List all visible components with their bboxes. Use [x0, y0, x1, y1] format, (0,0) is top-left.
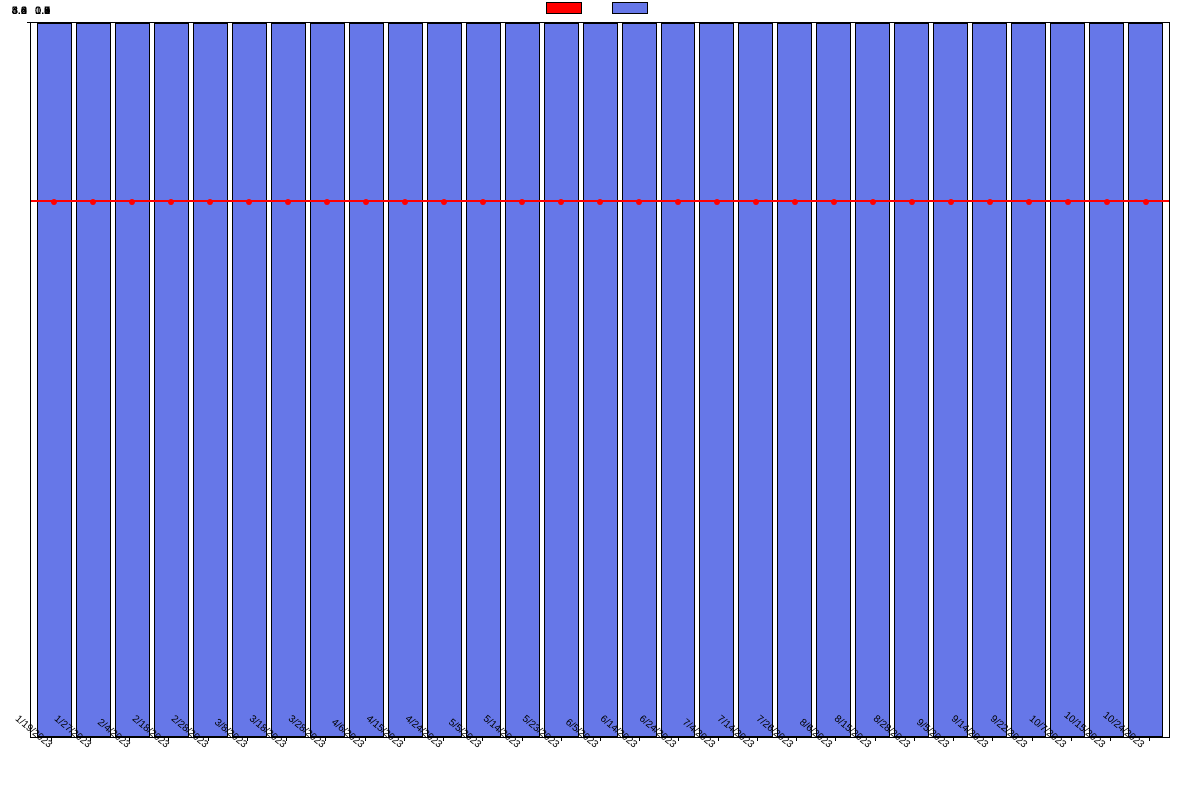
line-marker — [246, 199, 252, 205]
line-marker — [441, 199, 447, 205]
line-marker — [324, 199, 330, 205]
line-marker — [597, 199, 603, 205]
bar — [466, 23, 501, 737]
line-marker — [363, 199, 369, 205]
line-marker — [168, 199, 174, 205]
line-marker — [1065, 199, 1071, 205]
bar — [505, 23, 540, 737]
line-marker — [207, 199, 213, 205]
bar — [388, 23, 423, 737]
bar — [777, 23, 812, 737]
bar — [933, 23, 968, 737]
bar — [271, 23, 306, 737]
y-right-tick-label: 1.0 — [35, 5, 59, 17]
legend-swatch-red — [546, 2, 582, 14]
x-axis-labels: 1/19/20231/27/20232/4/20232/18/20232/28/… — [30, 740, 1170, 800]
line-marker — [90, 199, 96, 205]
line-marker — [753, 199, 759, 205]
bar — [115, 23, 150, 737]
line-marker — [51, 199, 57, 205]
legend — [0, 2, 1200, 14]
line-marker — [792, 199, 798, 205]
line-marker — [285, 199, 291, 205]
bar — [37, 23, 72, 737]
bar — [544, 23, 579, 737]
bar — [699, 23, 734, 737]
bar — [855, 23, 890, 737]
bar — [310, 23, 345, 737]
plot-area: 3.03.23.43.63.84.04.24.44.64.85.0 0.00.1… — [30, 22, 1170, 738]
line-marker — [675, 199, 681, 205]
bar — [154, 23, 189, 737]
legend-item-bar — [612, 2, 654, 14]
bar — [349, 23, 384, 737]
chart-container: 3.03.23.43.63.84.04.24.44.64.85.0 0.00.1… — [0, 0, 1200, 800]
line-marker — [129, 199, 135, 205]
line-marker — [519, 199, 525, 205]
line-marker — [870, 199, 876, 205]
bar — [816, 23, 851, 737]
line-marker — [714, 199, 720, 205]
line-marker — [831, 199, 837, 205]
bar — [1128, 23, 1163, 737]
bar — [1089, 23, 1124, 737]
bar — [972, 23, 1007, 737]
line-marker — [1143, 199, 1149, 205]
bar — [76, 23, 111, 737]
line-marker — [1104, 199, 1110, 205]
line-marker — [987, 199, 993, 205]
line-marker — [480, 199, 486, 205]
line-marker — [948, 199, 954, 205]
line-marker — [402, 199, 408, 205]
line-marker — [909, 199, 915, 205]
bar — [661, 23, 696, 737]
line-marker — [558, 199, 564, 205]
bar — [1011, 23, 1046, 737]
bar — [1050, 23, 1085, 737]
legend-swatch-blue — [612, 2, 648, 14]
bar — [738, 23, 773, 737]
legend-item-line — [546, 2, 588, 14]
bar — [427, 23, 462, 737]
bar — [622, 23, 657, 737]
line-marker — [636, 199, 642, 205]
bar-series — [31, 23, 1169, 737]
bar — [232, 23, 267, 737]
line-marker — [1026, 199, 1032, 205]
bar — [583, 23, 618, 737]
bar — [193, 23, 228, 737]
bar — [894, 23, 929, 737]
y-left-tick-label: 5.0 — [3, 5, 27, 17]
